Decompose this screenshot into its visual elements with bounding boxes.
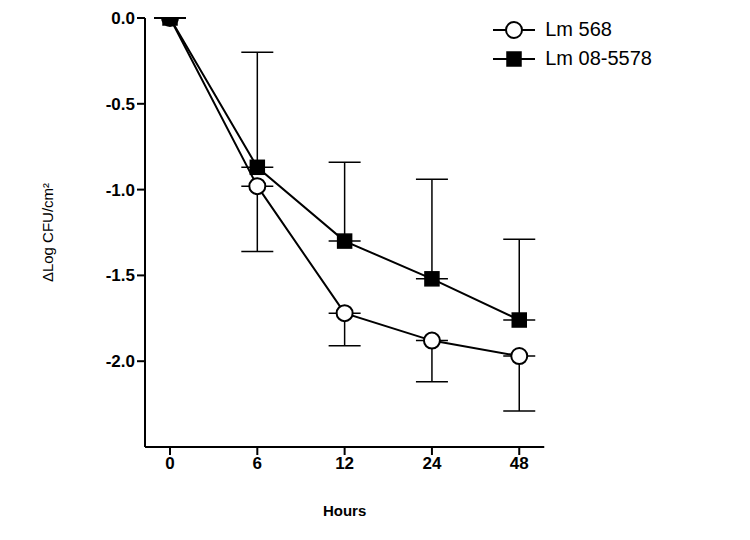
svg-text:24: 24 bbox=[422, 454, 441, 473]
svg-text:6: 6 bbox=[253, 454, 262, 473]
svg-text:-1.0: -1.0 bbox=[106, 181, 135, 200]
svg-text:48: 48 bbox=[510, 454, 529, 473]
svg-text:0.0: 0.0 bbox=[111, 9, 135, 28]
html-text:Lm 08-5578: Lm 08-5578 bbox=[545, 47, 652, 69]
svg-text:ΔLog CFU/cm²: ΔLog CFU/cm² bbox=[39, 183, 56, 282]
svg-text:Hours: Hours bbox=[323, 502, 366, 519]
svg-text:0: 0 bbox=[165, 454, 174, 473]
html-text:Lm 568: Lm 568 bbox=[545, 18, 612, 40]
svg-text:-1.5: -1.5 bbox=[106, 266, 135, 285]
svg-text:-2.0: -2.0 bbox=[106, 352, 135, 371]
svg-text:-0.5: -0.5 bbox=[106, 95, 135, 114]
svg-text:12: 12 bbox=[335, 454, 354, 473]
